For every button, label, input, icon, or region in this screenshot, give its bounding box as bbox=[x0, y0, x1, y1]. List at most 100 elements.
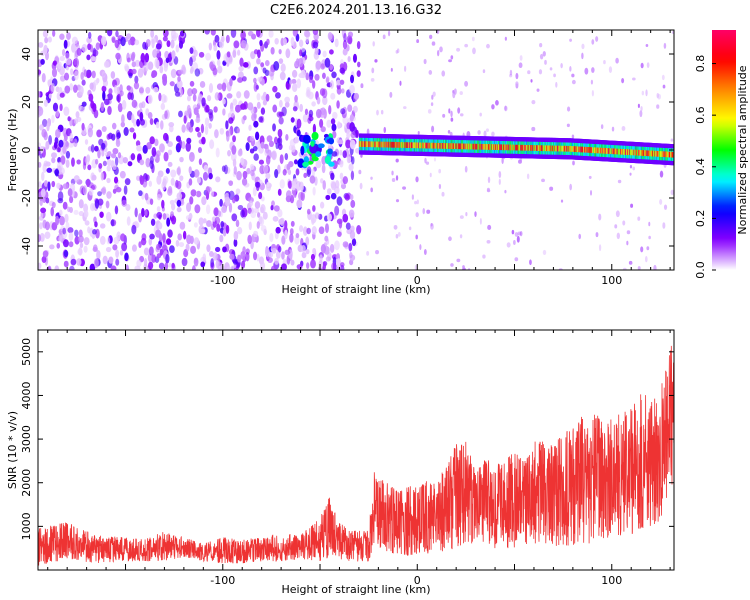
noise-speckle bbox=[58, 209, 63, 217]
noise-speckle bbox=[217, 65, 223, 74]
noise-speckle bbox=[138, 213, 142, 223]
y-tick-label: 20 bbox=[20, 95, 33, 109]
noise-speckle bbox=[305, 72, 310, 81]
noise-speckle bbox=[115, 258, 120, 266]
sparse-speckle bbox=[372, 41, 375, 47]
noise-speckle bbox=[300, 191, 305, 202]
noise-speckle bbox=[219, 198, 223, 207]
noise-speckle bbox=[149, 198, 154, 205]
noise-speckle bbox=[327, 251, 332, 261]
noise-speckle bbox=[226, 51, 231, 58]
noise-speckle bbox=[64, 85, 71, 94]
noise-speckle bbox=[258, 216, 263, 225]
colorbar: 0.0 0.2 0.4 0.6 0.8 Normalized spectral ampl… bbox=[694, 30, 749, 279]
sparse-speckle bbox=[503, 105, 508, 112]
noise-speckle bbox=[151, 70, 158, 78]
noise-speckle bbox=[111, 37, 116, 43]
noise-speckle bbox=[289, 233, 294, 243]
noise-speckle bbox=[195, 190, 202, 198]
noise-speckle bbox=[199, 228, 206, 234]
noise-speckle bbox=[171, 50, 176, 60]
sparse-speckle bbox=[483, 130, 487, 138]
noise-speckle bbox=[228, 128, 232, 137]
noise-speckle bbox=[79, 85, 84, 96]
sparse-speckle bbox=[408, 226, 412, 231]
noise-speckle bbox=[126, 57, 131, 63]
noise-speckle bbox=[117, 102, 123, 113]
noise-speckle bbox=[129, 127, 135, 133]
sparse-speckle bbox=[423, 248, 427, 256]
sparse-speckle bbox=[465, 212, 468, 217]
noise-speckle bbox=[128, 39, 132, 46]
noise-speckle bbox=[139, 175, 145, 185]
noise-speckle bbox=[90, 100, 95, 109]
noise-speckle bbox=[134, 207, 138, 218]
noise-speckle bbox=[321, 72, 326, 79]
noise-speckle bbox=[176, 192, 183, 200]
noise-speckle bbox=[214, 216, 221, 225]
noise-speckle bbox=[181, 124, 186, 133]
noise-speckle bbox=[149, 233, 155, 240]
noise-speckle bbox=[249, 200, 254, 207]
y-tick-label: 5000 bbox=[20, 338, 33, 366]
sparse-speckle bbox=[590, 190, 593, 196]
noise-speckle bbox=[320, 63, 325, 70]
noise-speckle bbox=[167, 149, 173, 156]
noise-speckle bbox=[250, 210, 257, 219]
noise-speckle bbox=[179, 156, 184, 163]
noise-speckle bbox=[177, 76, 181, 82]
noise-speckle bbox=[46, 122, 50, 132]
noise-speckle bbox=[242, 170, 248, 179]
noise-speckle bbox=[145, 157, 151, 168]
sparse-speckle bbox=[449, 131, 453, 137]
sparse-speckle bbox=[393, 224, 398, 230]
noise-speckle bbox=[331, 123, 337, 132]
noise-speckle bbox=[198, 217, 204, 226]
noise-speckle bbox=[194, 68, 201, 77]
noise-speckle bbox=[356, 70, 361, 77]
noise-speckle bbox=[39, 124, 44, 131]
noise-speckle bbox=[56, 182, 61, 189]
noise-speckle bbox=[150, 218, 156, 226]
sparse-speckle bbox=[516, 235, 520, 243]
y-tick-label: 40 bbox=[20, 47, 33, 61]
sparse-speckle bbox=[371, 67, 375, 74]
noise-speckle bbox=[117, 152, 122, 159]
noise-speckle bbox=[114, 39, 120, 49]
noise-speckle bbox=[115, 30, 119, 38]
noise-speckle bbox=[312, 247, 316, 255]
noise-speckle bbox=[283, 37, 287, 46]
sparse-speckle bbox=[498, 171, 502, 178]
sparse-speckle bbox=[632, 77, 636, 81]
noise-speckle bbox=[347, 104, 353, 112]
noise-speckle bbox=[296, 264, 303, 270]
sparse-speckle bbox=[395, 49, 399, 54]
noise-speckle bbox=[70, 258, 77, 266]
noise-speckle bbox=[329, 63, 334, 71]
noise-speckle bbox=[91, 70, 96, 79]
noise-speckle bbox=[81, 101, 87, 107]
noise-speckle bbox=[137, 68, 144, 78]
noise-speckle bbox=[315, 160, 322, 169]
y-tick-label: -20 bbox=[20, 189, 33, 207]
sparse-speckle bbox=[539, 53, 544, 60]
noise-speckle bbox=[278, 99, 283, 108]
noise-speckle bbox=[239, 57, 244, 67]
noise-speckle bbox=[156, 206, 161, 212]
noise-speckle bbox=[292, 30, 298, 37]
noise-speckle bbox=[38, 69, 42, 75]
noise-speckle bbox=[178, 139, 183, 149]
sparse-speckle bbox=[457, 107, 461, 114]
noise-speckle bbox=[232, 135, 236, 143]
sparse-speckle bbox=[447, 129, 451, 134]
sparse-speckle bbox=[637, 216, 641, 221]
noise-speckle bbox=[311, 101, 316, 107]
noise-speckle bbox=[303, 172, 308, 178]
noise-speckle bbox=[278, 48, 282, 55]
noise-speckle bbox=[185, 142, 192, 152]
noise-speckle bbox=[270, 205, 274, 211]
noise-speckle bbox=[272, 104, 278, 113]
noise-speckle bbox=[236, 91, 242, 99]
noise-speckle bbox=[144, 52, 150, 63]
noise-speckle bbox=[136, 144, 142, 152]
